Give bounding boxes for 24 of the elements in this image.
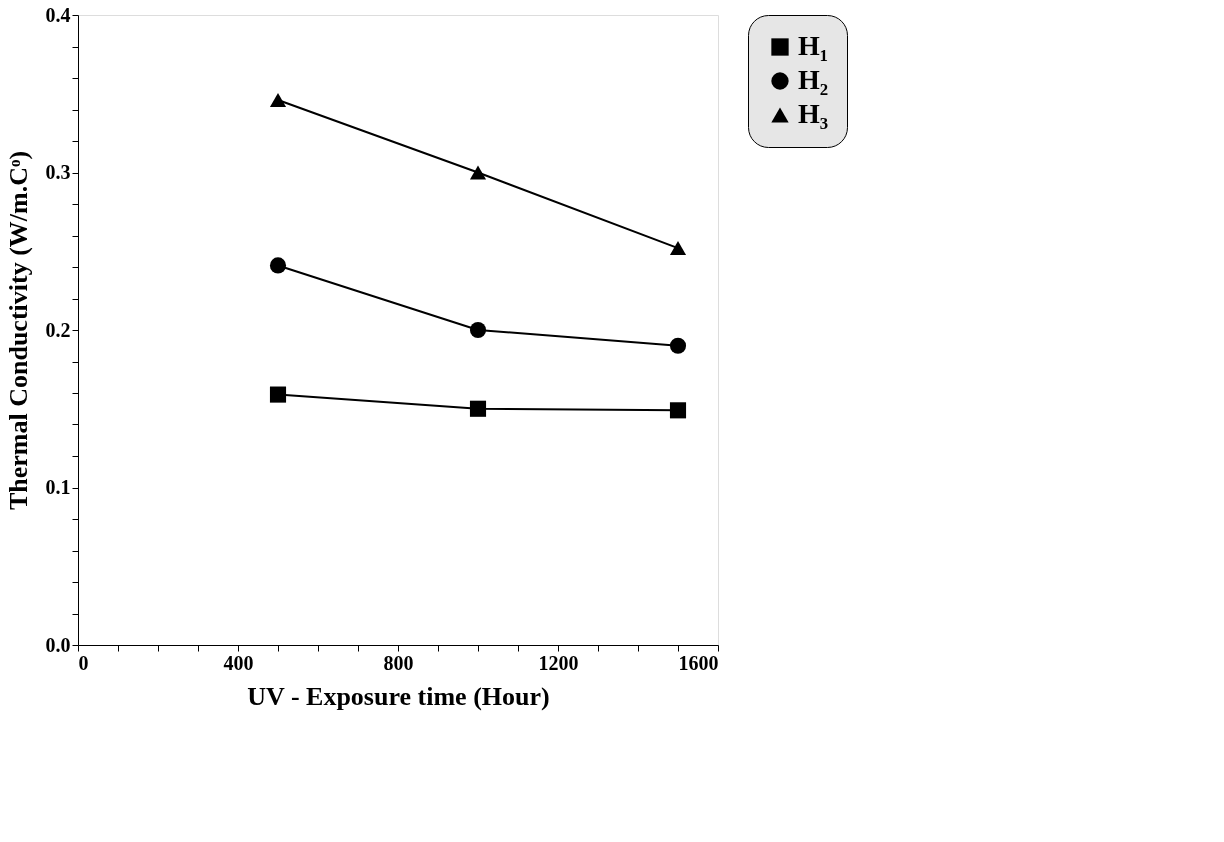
legend-label: H₂ — [798, 64, 829, 95]
x-tick-label: 800 — [383, 651, 414, 674]
x-tick-label: 1600 — [678, 651, 719, 674]
legend-label: H₁ — [798, 30, 829, 61]
point — [669, 402, 687, 419]
x-tick-label: 0 — [78, 651, 89, 674]
y-tick-label: 0.4 — [45, 3, 71, 26]
y-axis-title: Thermal Conductivity (W/m.Cᵒ) — [3, 150, 33, 511]
x-tick-label: 1200 — [538, 651, 579, 674]
point — [469, 165, 487, 180]
point — [469, 400, 487, 417]
legend-label: H₃ — [798, 98, 829, 129]
x-axis-title: UV - Exposure time (Hour) — [247, 681, 550, 711]
point — [669, 241, 687, 256]
point — [269, 257, 287, 274]
point — [269, 386, 287, 403]
y-tick-label: 0.3 — [45, 161, 71, 183]
point — [469, 321, 487, 339]
x-tick-label: 400 — [223, 651, 254, 674]
point — [269, 93, 287, 108]
y-tick-label: 0.0 — [45, 633, 71, 656]
y-tick-label: 0.2 — [45, 318, 71, 341]
y-tick-label: 0.1 — [45, 476, 71, 498]
point — [669, 337, 687, 354]
